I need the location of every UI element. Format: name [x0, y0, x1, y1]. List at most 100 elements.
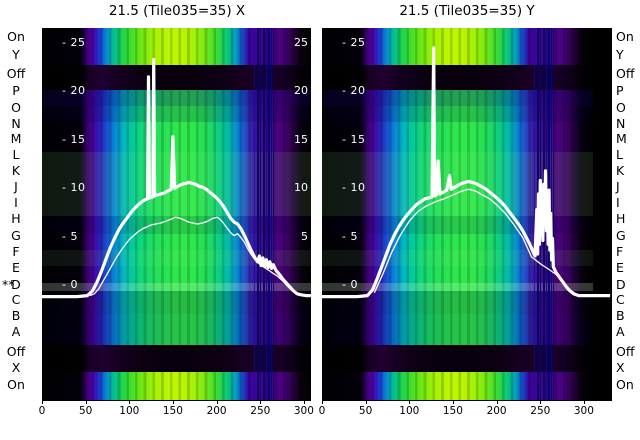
y-tick-label: - 15	[342, 132, 366, 146]
y-tick-label-right: 5	[301, 229, 308, 243]
row-label-off-2: Off	[6, 66, 26, 81]
row-label-y-1: Y	[616, 47, 624, 62]
x-tick-label: 100	[119, 405, 140, 417]
x-axis-line	[42, 400, 311, 401]
row-label-i-10: I	[14, 195, 18, 210]
y-tick-label: - 15	[62, 132, 86, 146]
row-label-on-21: On	[616, 377, 634, 392]
x-axis-tick	[216, 400, 218, 404]
row-label-off-2: Off	[616, 66, 635, 81]
x-axis-tick	[42, 400, 43, 404]
heatmap-row-shade	[42, 216, 311, 234]
x-axis-tick	[540, 400, 542, 404]
heatmap-column-grid	[322, 372, 593, 400]
x-tick-label: 50	[79, 405, 93, 417]
row-label-h-11: H	[616, 211, 626, 226]
profile-line-mean-profile	[322, 46, 611, 299]
row-label-m-6: M	[616, 131, 627, 146]
profile-curves	[42, 57, 311, 299]
x-axis-tick	[260, 400, 262, 404]
heatmap-row-shade	[42, 106, 311, 122]
heatmap-row-shade	[322, 216, 593, 234]
x-tick-label: 300	[573, 405, 594, 417]
row-label-h-11: H	[11, 211, 21, 226]
y-tick-label: - 20	[342, 84, 366, 98]
heatmap-band-off-upper	[322, 65, 593, 90]
heatmap-row-shade	[42, 283, 311, 291]
y-tick-label: - 5	[342, 229, 358, 243]
row-label-on-0: On	[616, 29, 634, 44]
heatmap-noisy-channel-stripe	[268, 28, 271, 400]
y-tick-label: - 0	[342, 278, 358, 291]
y-tick-label: - 10	[62, 181, 86, 195]
row-label-i-10: I	[616, 195, 620, 210]
heatmap-noisy-channel-stripe	[270, 28, 273, 400]
row-label-g-12: G	[616, 228, 626, 243]
row-label-f-13: F	[616, 244, 624, 259]
heatmap-noisy-channel-stripe	[254, 28, 256, 400]
heatmap-band-off-lower	[322, 345, 593, 372]
heatmap-plot-x: - 25 - 20 - 15 - 10 - 5 - 0 25 20 15 10 5	[42, 28, 311, 400]
x-axis-tick	[303, 400, 305, 404]
y-tick-label: - 20	[62, 84, 86, 98]
profile-curves	[322, 46, 611, 299]
plot-title-y: 21.5 (Tile035=35) Y	[399, 3, 535, 19]
x-axis-tick	[452, 400, 454, 404]
row-label-off-19: Off	[616, 344, 635, 359]
row-label-m-6: M	[10, 131, 22, 146]
row-label-on-0: On	[7, 29, 25, 44]
heatmap-row-shade	[322, 250, 593, 266]
x-tick-label: 50	[358, 405, 373, 417]
profile-line-mean-profile	[42, 57, 311, 299]
row-label-off-19: Off	[6, 344, 26, 359]
row-label-y-1: Y	[12, 47, 20, 62]
heatmap-noisy-channel-stripe	[273, 28, 275, 400]
x-axis-tick	[409, 400, 411, 404]
row-label-x-20: X	[616, 360, 625, 375]
row-label-e-14: E	[616, 260, 624, 275]
x-axis-tick	[172, 400, 174, 404]
plot-title-x: 21.5 (Tile035=35) X	[108, 3, 246, 19]
y-tick-label-right: 20	[294, 84, 308, 98]
x-tick-label: 300	[293, 405, 314, 417]
row-label-d-15: D	[616, 277, 626, 292]
y-tick-label: - 5	[62, 229, 78, 243]
heatmap-row-shade	[322, 283, 593, 291]
y-tick-label-right: 10	[294, 181, 308, 195]
row-label-e-14: E	[12, 260, 20, 275]
x-axis-tick	[365, 400, 367, 404]
row-label-f-13: F	[12, 244, 20, 259]
row-label-c-16: C	[616, 292, 625, 307]
row-label-o-4: O	[11, 100, 21, 115]
x-tick-label: 150	[162, 405, 183, 417]
x-tick-label: 0	[38, 405, 46, 417]
row-label-d-15: D	[11, 277, 21, 292]
heatmap-noisy-channel-stripe	[534, 28, 536, 400]
profile-line-secondary-profile	[373, 188, 593, 297]
heatmap-band-x-on-bottom	[322, 372, 593, 400]
row-label-n-5: N	[11, 116, 21, 131]
row-label-k-8: K	[616, 163, 625, 178]
row-label-n-5: N	[616, 116, 626, 131]
row-label-l-7: L	[616, 147, 623, 162]
profile-line-secondary-profile	[89, 216, 311, 297]
row-label-j-9: J	[616, 179, 620, 194]
row-label-x-20: X	[11, 360, 21, 375]
heatmap-row-shade	[322, 106, 593, 122]
y-tick-label: - 10	[342, 181, 366, 195]
row-label-p-3: P	[12, 83, 20, 98]
row-label-a-18: A	[11, 324, 21, 339]
heatmap-noisy-channel-stripe	[262, 28, 265, 400]
row-label-l-7: L	[12, 147, 20, 162]
x-tick-label: 200	[206, 405, 227, 417]
heatmap-plot-y: - 25 - 20 - 15 - 10 - 5 - 0	[322, 28, 612, 400]
heatmap-row-shade	[42, 90, 311, 106]
x-axis-tick	[322, 400, 323, 404]
heatmap-band-on-y-top	[322, 28, 593, 65]
x-tick-label: 250	[530, 405, 551, 417]
row-label-o-4: O	[616, 100, 626, 115]
row-label-c-16: C	[11, 292, 21, 307]
row-label-b-17: B	[11, 308, 21, 323]
y-tick-label: - 0	[62, 278, 78, 291]
